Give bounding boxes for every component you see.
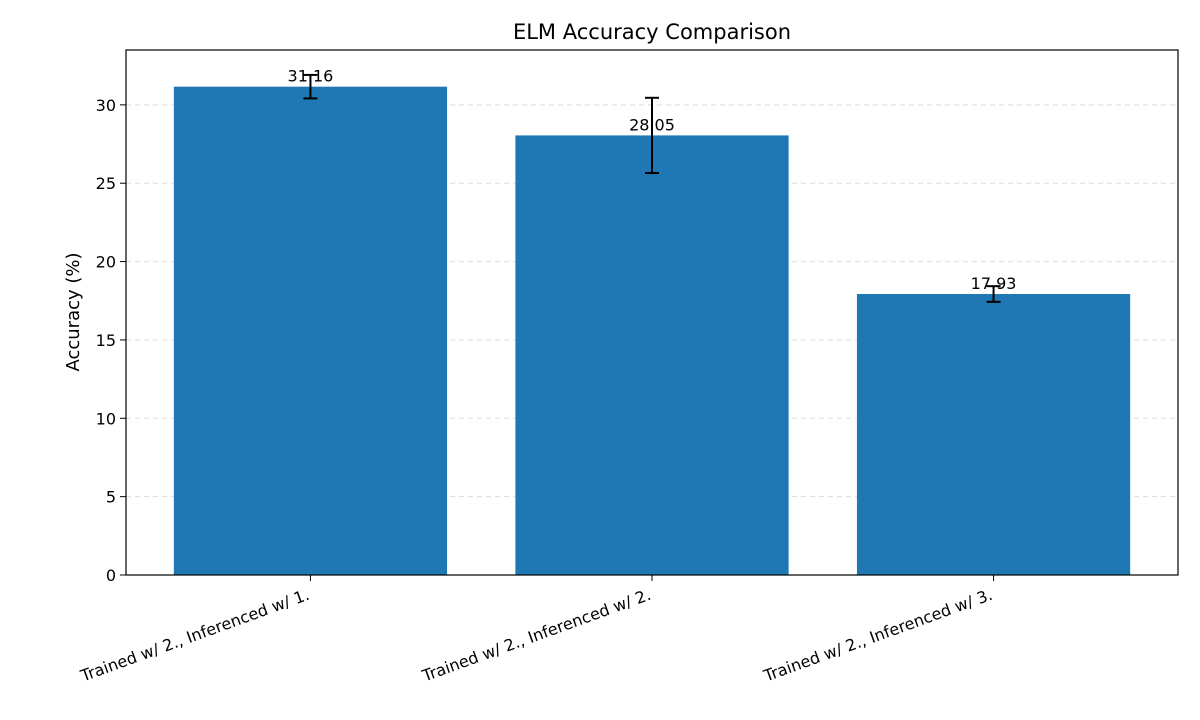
bar-value-label: 28.05 <box>629 115 675 134</box>
bar <box>515 135 789 575</box>
bar-value-label: 17.93 <box>971 274 1017 293</box>
bar <box>856 294 1131 575</box>
error-bars <box>303 73 1001 303</box>
y-tick-label: 20 <box>96 253 116 272</box>
x-tick-label: Trained w/ 2., Inferenced w/ 2. <box>419 585 654 686</box>
y-tick-label: 25 <box>96 174 116 193</box>
bar <box>173 86 448 576</box>
y-axis: 0 5 10 15 20 25 30 <box>96 96 126 585</box>
x-tick-label: Trained w/ 2., Inferenced w/ 3. <box>760 585 995 686</box>
y-tick-label: 5 <box>106 488 116 507</box>
bar-value-labels: 31.16 28.05 17.93 <box>288 67 1017 293</box>
bars <box>173 86 1131 576</box>
y-tick-label: 10 <box>96 409 116 428</box>
y-axis-label: Accuracy (%) <box>63 252 84 371</box>
chart-title: ELM Accuracy Comparison <box>513 20 791 44</box>
x-axis: Trained w/ 2., Inferenced w/ 1. Trained w… <box>77 575 995 686</box>
x-tick-label: Trained w/ 2., Inferenced w/ 1. <box>77 585 312 686</box>
y-tick-label: 30 <box>96 96 116 115</box>
y-tick-label: 15 <box>96 331 116 350</box>
bar-value-label: 31.16 <box>288 67 334 86</box>
y-tick-label: 0 <box>106 566 116 585</box>
